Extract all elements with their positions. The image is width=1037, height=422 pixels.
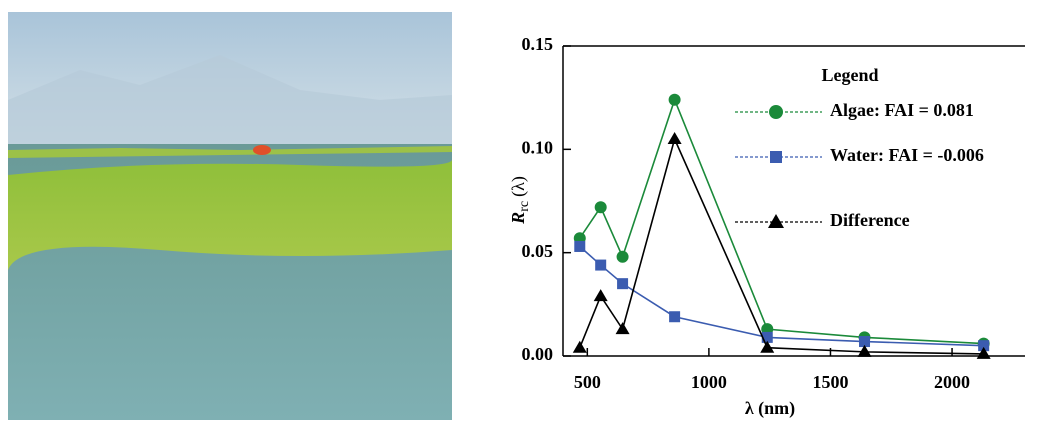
photo-mountains xyxy=(8,55,452,144)
point xyxy=(761,331,773,343)
y-tick-label: 0.00 xyxy=(522,344,554,364)
point xyxy=(859,336,871,348)
x-tick-label: 2000 xyxy=(934,372,970,392)
point xyxy=(617,278,629,290)
legend-title: Legend xyxy=(821,65,878,85)
x-tick-label: 500 xyxy=(574,372,601,392)
point xyxy=(668,93,681,106)
point xyxy=(976,346,991,359)
y-axis-label-sub: rc xyxy=(517,201,532,212)
point xyxy=(978,340,990,352)
x-tick-label: 1000 xyxy=(691,372,727,392)
chart: λ (nm) Rrc (λ) Legend xyxy=(508,45,1025,419)
point xyxy=(594,201,607,214)
point xyxy=(667,132,682,144)
y-axis-label-rest: (λ) xyxy=(508,176,529,197)
point xyxy=(669,311,681,323)
point xyxy=(857,344,872,357)
legend-label: Algae: FAI = 0.081 xyxy=(830,100,974,120)
point xyxy=(760,340,775,353)
point xyxy=(572,340,587,353)
photo-algae-strip xyxy=(8,146,452,158)
photo xyxy=(8,12,452,420)
legend-label: Difference xyxy=(830,210,910,230)
y-axis-label-main: R xyxy=(508,212,528,225)
photo-buoy xyxy=(253,145,271,155)
point xyxy=(615,322,630,335)
legend-marker xyxy=(769,105,783,119)
y-tick-label: 0.10 xyxy=(522,137,554,157)
point xyxy=(595,259,607,271)
legend-label: Water: FAI = -0.006 xyxy=(830,145,984,165)
point xyxy=(616,250,629,263)
series-line xyxy=(579,136,984,355)
legend-marker xyxy=(768,214,784,228)
x-tick-label: 1500 xyxy=(812,372,848,392)
photo-algae-mat xyxy=(8,160,452,270)
y-tick-label: 0.15 xyxy=(522,34,554,54)
legend-marker xyxy=(770,151,782,163)
point xyxy=(593,289,608,302)
y-axis-label: Rrc (λ) xyxy=(508,176,532,225)
point xyxy=(574,240,586,252)
x-axis-label: λ (nm) xyxy=(745,398,795,419)
y-tick-label: 0.05 xyxy=(522,241,554,261)
